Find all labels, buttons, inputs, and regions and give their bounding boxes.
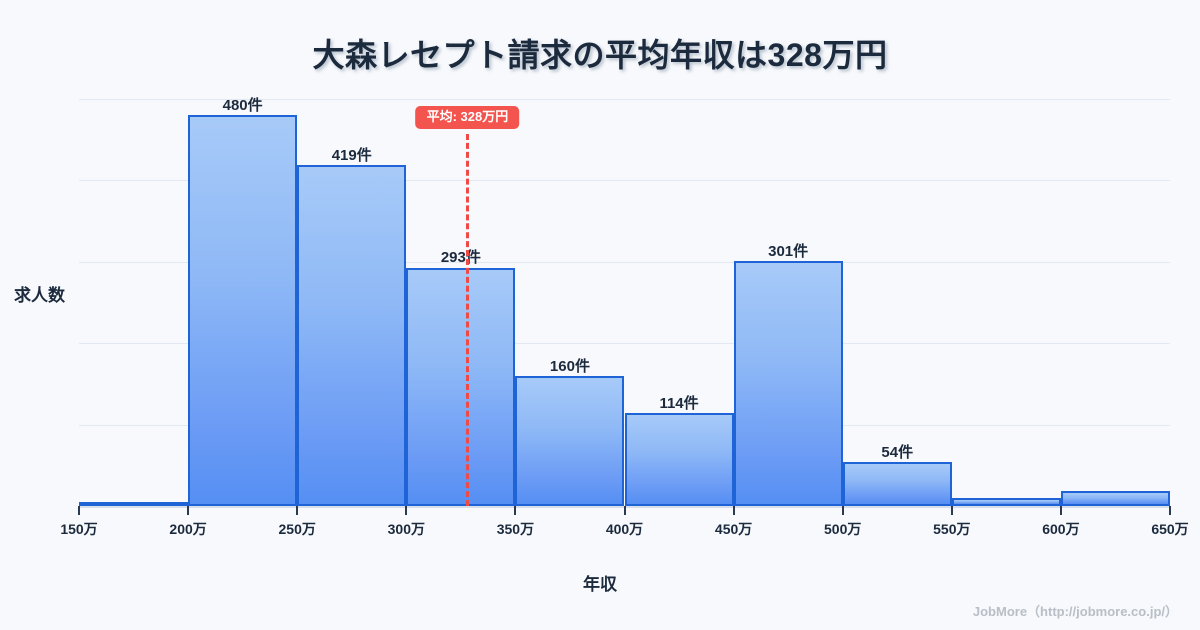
x-tick-mark xyxy=(405,506,408,515)
bar[interactable] xyxy=(297,164,407,506)
gridline xyxy=(79,343,1170,345)
bar[interactable] xyxy=(1060,491,1170,506)
x-tick-label: 500万 xyxy=(824,521,862,537)
y-axis-label: 求人数 xyxy=(14,286,65,305)
x-tick-label: 150万 xyxy=(60,521,98,537)
x-tick-label: 650万 xyxy=(1151,521,1189,537)
gridline xyxy=(79,180,1170,182)
bar[interactable] xyxy=(79,502,189,506)
bar-value-label: 293件 xyxy=(440,249,481,267)
x-tick-mark xyxy=(187,506,190,515)
bar[interactable] xyxy=(951,497,1061,506)
page-title: 大森レセプト請求の平均年収は328万円 xyxy=(312,37,888,73)
x-tick-label: 450万 xyxy=(714,521,753,537)
average-line xyxy=(466,134,470,506)
x-tick-label: 400万 xyxy=(605,521,644,537)
average-badge: 平均: 328万円 xyxy=(415,106,520,130)
plot-area xyxy=(79,99,1170,506)
x-tick-label: 200万 xyxy=(169,521,207,537)
x-tick-label: 550万 xyxy=(933,521,971,537)
x-tick-mark xyxy=(296,506,299,515)
gridline xyxy=(79,99,1170,100)
bar[interactable] xyxy=(515,375,625,506)
x-tick-label: 250万 xyxy=(278,521,316,537)
bar-value-label: 160件 xyxy=(549,357,590,375)
bar[interactable] xyxy=(406,267,516,506)
bar[interactable] xyxy=(842,462,952,506)
bar[interactable] xyxy=(188,115,298,506)
gridline xyxy=(79,261,1170,263)
x-tick-mark xyxy=(1059,506,1062,515)
x-tick-mark xyxy=(1169,506,1171,515)
x-tick-mark xyxy=(950,506,953,515)
bar-value-label: 419件 xyxy=(331,146,372,164)
x-tick-label: 600万 xyxy=(1042,521,1080,537)
bar-value-label: 54件 xyxy=(881,444,914,462)
x-tick-label: 350万 xyxy=(496,521,535,537)
x-axis-label: 年収 xyxy=(583,575,617,594)
bar-value-label: 301件 xyxy=(768,242,809,260)
x-tick-mark xyxy=(78,506,80,515)
x-tick-mark xyxy=(841,506,844,515)
bar-value-label: 114件 xyxy=(659,395,699,413)
x-tick-mark xyxy=(732,506,735,515)
x-tick-label: 300万 xyxy=(387,521,425,537)
footer-credit: JobMore（http://jobmore.co.jp/） xyxy=(972,604,1178,619)
x-tick-mark xyxy=(623,506,626,515)
bar-value-label: 480件 xyxy=(222,97,263,115)
bar[interactable] xyxy=(624,413,734,506)
bar[interactable] xyxy=(733,261,843,506)
x-tick-mark xyxy=(514,506,517,515)
